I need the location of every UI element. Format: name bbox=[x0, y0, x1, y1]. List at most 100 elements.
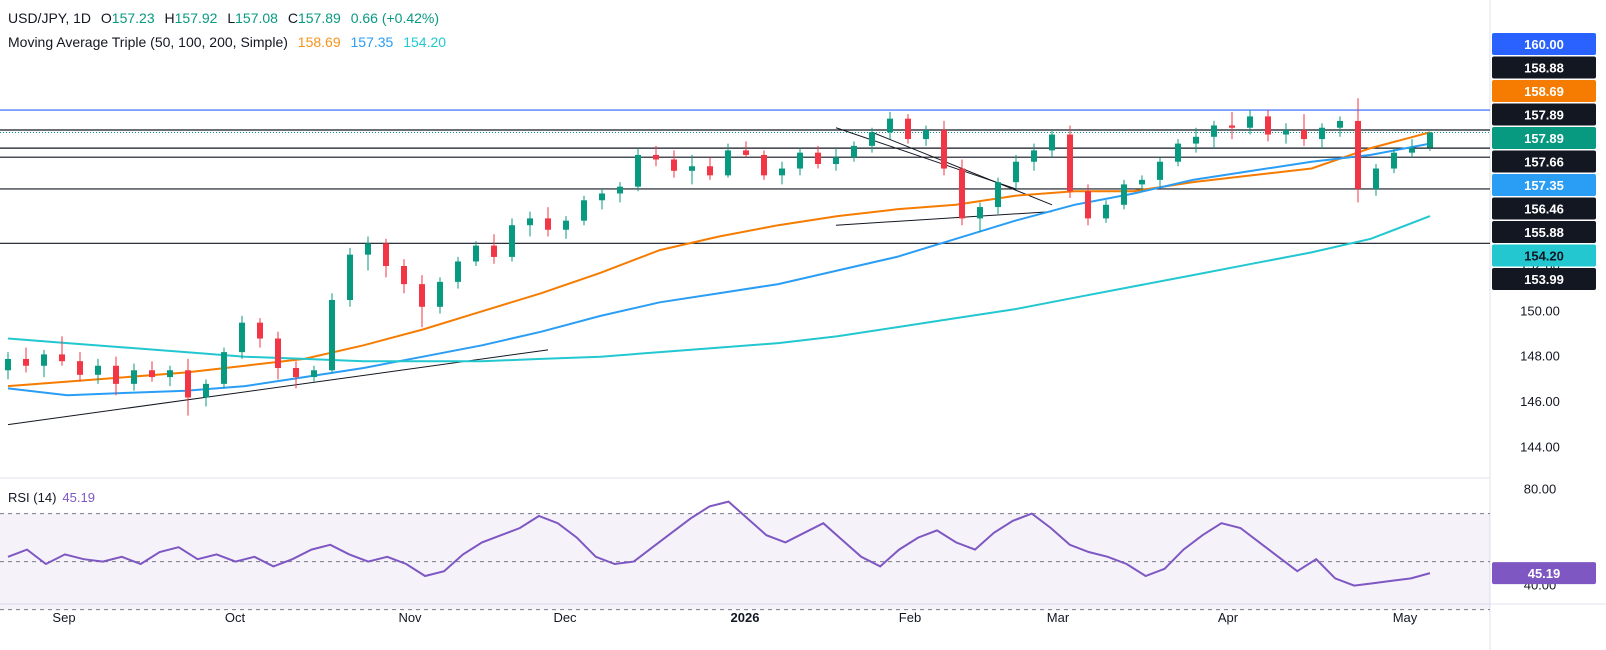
candle-body bbox=[671, 159, 677, 171]
candle-body bbox=[131, 370, 137, 384]
price-badge-label: 157.89 bbox=[1524, 108, 1564, 123]
price-badge-label: 158.88 bbox=[1524, 61, 1564, 76]
high-value: 157.92 bbox=[174, 10, 218, 26]
ma-line-ma50 bbox=[7, 131, 1431, 388]
y-tick-label: 144.00 bbox=[1520, 439, 1560, 454]
ma100-value: 157.35 bbox=[350, 34, 394, 50]
candle-body bbox=[491, 245, 497, 257]
candle-body bbox=[1355, 120, 1361, 189]
candle-body bbox=[113, 365, 119, 384]
candle-body bbox=[473, 245, 479, 262]
price-badge-label: 155.88 bbox=[1524, 225, 1564, 240]
y-tick-label: 148.00 bbox=[1520, 349, 1560, 364]
candle-body bbox=[1211, 125, 1217, 137]
open-label: O bbox=[100, 10, 112, 26]
candle-body bbox=[869, 132, 875, 146]
candle-body bbox=[383, 243, 389, 266]
rsi-badge bbox=[1492, 562, 1596, 585]
candle-body bbox=[1049, 134, 1055, 151]
x-tick-label: Oct bbox=[225, 610, 246, 625]
price-badge bbox=[1492, 150, 1596, 173]
candle-body bbox=[1013, 161, 1019, 183]
symbol-header: USD/JPY, 1D O157.23 H157.92 L157.08 C157… bbox=[8, 10, 445, 26]
candle-body bbox=[941, 130, 947, 169]
price-badge bbox=[1492, 80, 1596, 102]
candle-body bbox=[293, 368, 299, 378]
price-badge-label: 157.35 bbox=[1524, 178, 1564, 193]
low-label: L bbox=[227, 10, 236, 26]
candle-body bbox=[1103, 204, 1109, 219]
high-label: H bbox=[164, 10, 175, 26]
ma-header: Moving Average Triple (50, 100, 200, Sim… bbox=[8, 34, 452, 50]
y-tick-label: 150.00 bbox=[1520, 303, 1560, 318]
trend-line bbox=[7, 349, 549, 426]
candle-body bbox=[905, 118, 911, 140]
candle-body bbox=[1229, 125, 1235, 128]
candle-body bbox=[779, 168, 785, 176]
rsi-tick-label: 80.00 bbox=[1524, 482, 1557, 497]
candle-body bbox=[347, 254, 353, 300]
price-badge bbox=[1492, 127, 1596, 149]
x-tick-label: May bbox=[1393, 610, 1418, 625]
candle-body bbox=[1175, 143, 1181, 162]
price-badge bbox=[1492, 268, 1596, 290]
candle-body bbox=[1319, 127, 1325, 140]
ma-line-ma100 bbox=[7, 142, 1431, 397]
candle-body bbox=[167, 370, 173, 378]
candle-body bbox=[1031, 150, 1037, 162]
candle-body bbox=[509, 225, 515, 257]
candle-body bbox=[1373, 168, 1379, 189]
price-badge bbox=[1492, 244, 1596, 267]
candle-body bbox=[5, 358, 11, 371]
open-value: 157.23 bbox=[111, 10, 155, 26]
candle-body bbox=[149, 370, 155, 378]
candle-body bbox=[221, 352, 227, 384]
x-tick-label: 2026 bbox=[731, 610, 760, 625]
ma200-value: 154.20 bbox=[403, 34, 447, 50]
candle-body bbox=[1427, 132, 1433, 148]
candle-body bbox=[1067, 134, 1073, 192]
price-badge bbox=[1492, 103, 1596, 126]
candle-body bbox=[959, 168, 965, 219]
x-tick-label: Dec bbox=[553, 610, 577, 625]
x-tick-label: Apr bbox=[1218, 610, 1239, 625]
x-tick-label: Sep bbox=[52, 610, 75, 625]
candle-body bbox=[689, 166, 695, 171]
candle-body bbox=[797, 152, 803, 169]
rsi-line bbox=[7, 500, 1431, 587]
candle-body bbox=[23, 358, 29, 366]
price-badge-label: 157.66 bbox=[1524, 155, 1564, 170]
candle-body bbox=[1139, 179, 1145, 185]
candle-body bbox=[995, 182, 1001, 208]
candle-body bbox=[1337, 120, 1343, 128]
candle-body bbox=[1391, 152, 1397, 169]
symbol-label: USD/JPY, 1D bbox=[8, 10, 91, 26]
candle-body bbox=[725, 150, 731, 176]
candle-body bbox=[77, 361, 83, 375]
candle-body bbox=[581, 200, 587, 221]
candle-body bbox=[563, 220, 569, 230]
candle-body bbox=[1283, 130, 1289, 135]
close-value: 157.89 bbox=[297, 10, 341, 26]
price-badge-label: 157.89 bbox=[1524, 131, 1564, 146]
price-badge-label: 158.69 bbox=[1524, 84, 1564, 99]
rsi-badge-label: 45.19 bbox=[1528, 566, 1561, 581]
rsi-header: RSI (14) 45.19 bbox=[8, 490, 95, 505]
price-badge bbox=[1492, 56, 1596, 79]
ma-line-ma200 bbox=[7, 215, 1431, 363]
price-badge-label: 156.46 bbox=[1524, 202, 1564, 217]
x-tick-label: Feb bbox=[899, 610, 921, 625]
candle-body bbox=[617, 186, 623, 194]
candle-body bbox=[599, 193, 605, 201]
x-tick-label: Nov bbox=[398, 610, 422, 625]
candle-body bbox=[815, 152, 821, 164]
candle-body bbox=[851, 145, 857, 158]
price-badge-label: 153.99 bbox=[1524, 272, 1564, 287]
candle-body bbox=[1301, 130, 1307, 140]
candle-body bbox=[707, 166, 713, 176]
candle-body bbox=[401, 266, 407, 285]
candle-body bbox=[1157, 161, 1163, 180]
price-badge-label: 160.00 bbox=[1524, 37, 1564, 52]
candle-body bbox=[311, 370, 317, 378]
